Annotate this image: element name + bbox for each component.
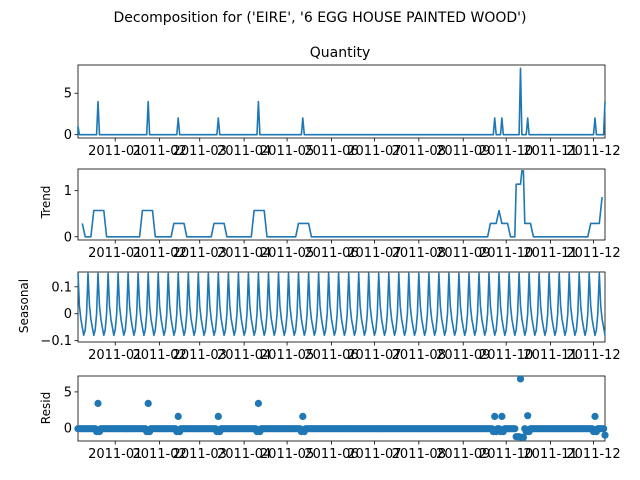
seasonal-xtick-label: 2011-02 <box>132 348 186 363</box>
resid-xtick-label: 2011-03 <box>173 447 227 462</box>
quantity-xtick-label: 2011-02 <box>132 144 186 159</box>
figure-suptitle: Decomposition for ('EIRE', '6 EGG HOUSE … <box>113 10 526 26</box>
resid-xtick-label: 2011-01 <box>88 447 142 462</box>
resid-point <box>174 412 182 420</box>
resid-xtick-label: 2011-06 <box>304 447 358 462</box>
resid-point <box>600 425 608 433</box>
seasonal-xtick-label: 2011-03 <box>173 348 227 363</box>
trend-xtick-label: 2011-05 <box>260 246 314 261</box>
trend-ytick-label: 1 <box>64 184 72 199</box>
resid-xtick-label: 2011-12 <box>566 447 620 462</box>
seasonal-ytick-label: 0 <box>64 307 72 322</box>
trend-xtick-label: 2011-10 <box>479 246 533 261</box>
trend-series-line <box>81 170 603 238</box>
seasonal-xtick-label: 2011-09 <box>436 348 490 363</box>
quantity-xtick-label: 2011-08 <box>392 144 446 159</box>
trend-xtick-label: 2011-12 <box>566 246 620 261</box>
seasonal-ytick-label: 0.1 <box>51 280 72 295</box>
quantity-axes-frame <box>77 64 606 139</box>
trend-xtick-label: 2011-01 <box>88 246 142 261</box>
resid-xtick-label: 2011-05 <box>260 447 314 462</box>
resid-xtick-label: 2011-04 <box>217 447 271 462</box>
resid-point <box>524 412 532 420</box>
trend-ylabel: Trend <box>39 186 53 220</box>
trend-xtick-label: 2011-06 <box>304 246 358 261</box>
quantity-xtick-label: 2011-04 <box>217 144 271 159</box>
quantity-xtick-label: 2011-03 <box>173 144 227 159</box>
resid-point <box>491 412 499 420</box>
resid-point <box>144 399 152 407</box>
trend-xtick-label: 2011-08 <box>392 246 446 261</box>
trend-axes-frame <box>77 168 606 241</box>
trend-xtick-label: 2011-11 <box>523 246 577 261</box>
trend-xtick-label: 2011-04 <box>217 246 271 261</box>
seasonal-xtick-label: 2011-11 <box>523 348 577 363</box>
seasonal-ylabel: Seasonal <box>17 279 31 333</box>
resid-point <box>511 425 519 433</box>
resid-ytick-label: 0 <box>64 422 72 437</box>
seasonal-xtick-label: 2011-01 <box>88 348 142 363</box>
trend-xtick-label: 2011-02 <box>132 246 186 261</box>
resid-point <box>498 412 506 420</box>
quantity-xtick-label: 2011-10 <box>479 144 533 159</box>
seasonal-series-line <box>77 272 606 337</box>
resid-xtick-label: 2011-09 <box>436 447 490 462</box>
quantity-xtick-label: 2011-07 <box>347 144 401 159</box>
quantity-ytick-label: 0 <box>64 128 72 143</box>
seasonal-xtick-label: 2011-10 <box>479 348 533 363</box>
trend-xtick-label: 2011-03 <box>173 246 227 261</box>
trend-xtick-label: 2011-09 <box>436 246 490 261</box>
resid-xtick-label: 2011-02 <box>132 447 186 462</box>
resid-ylabel: Resid <box>39 392 53 424</box>
resid-xtick-label: 2011-08 <box>392 447 446 462</box>
seasonal-xtick-label: 2011-04 <box>217 348 271 363</box>
trend-ytick-label: 0 <box>64 230 72 245</box>
resid-xtick-label: 2011-11 <box>523 447 577 462</box>
quantity-xtick-label: 2011-09 <box>436 144 490 159</box>
resid-point <box>516 375 525 383</box>
quantity-xtick-label: 2011-05 <box>260 144 314 159</box>
seasonal-xtick-label: 2011-06 <box>304 348 358 363</box>
resid-point <box>94 399 102 407</box>
resid-point <box>254 399 262 407</box>
resid-xtick-label: 2011-10 <box>479 447 533 462</box>
resid-xtick-label: 2011-07 <box>347 447 401 462</box>
quantity-xtick-label: 2011-06 <box>304 144 358 159</box>
resid-point <box>299 412 307 420</box>
seasonal-xtick-label: 2011-07 <box>347 348 401 363</box>
seasonal-xtick-label: 2011-08 <box>392 348 446 363</box>
resid-ytick-label: 5 <box>64 385 72 400</box>
quantity-xtick-label: 2011-01 <box>88 144 142 159</box>
panels-layer: 052011-012011-022011-032011-042011-05201… <box>40 64 621 462</box>
resid-point <box>519 433 528 441</box>
seasonal-ytick-label: −0.1 <box>40 334 72 349</box>
trend-xtick-label: 2011-07 <box>347 246 401 261</box>
seasonal-xtick-label: 2011-12 <box>566 348 620 363</box>
seasonal-xtick-label: 2011-05 <box>260 348 314 363</box>
quantity-title: Quantity <box>310 45 371 61</box>
resid-point <box>601 431 609 439</box>
quantity-xtick-label: 2011-11 <box>523 144 577 159</box>
quantity-ytick-label: 5 <box>64 87 72 102</box>
resid-point <box>214 412 222 420</box>
quantity-series-line <box>77 67 606 136</box>
quantity-xtick-label: 2011-12 <box>566 144 620 159</box>
resid-point <box>591 412 599 420</box>
